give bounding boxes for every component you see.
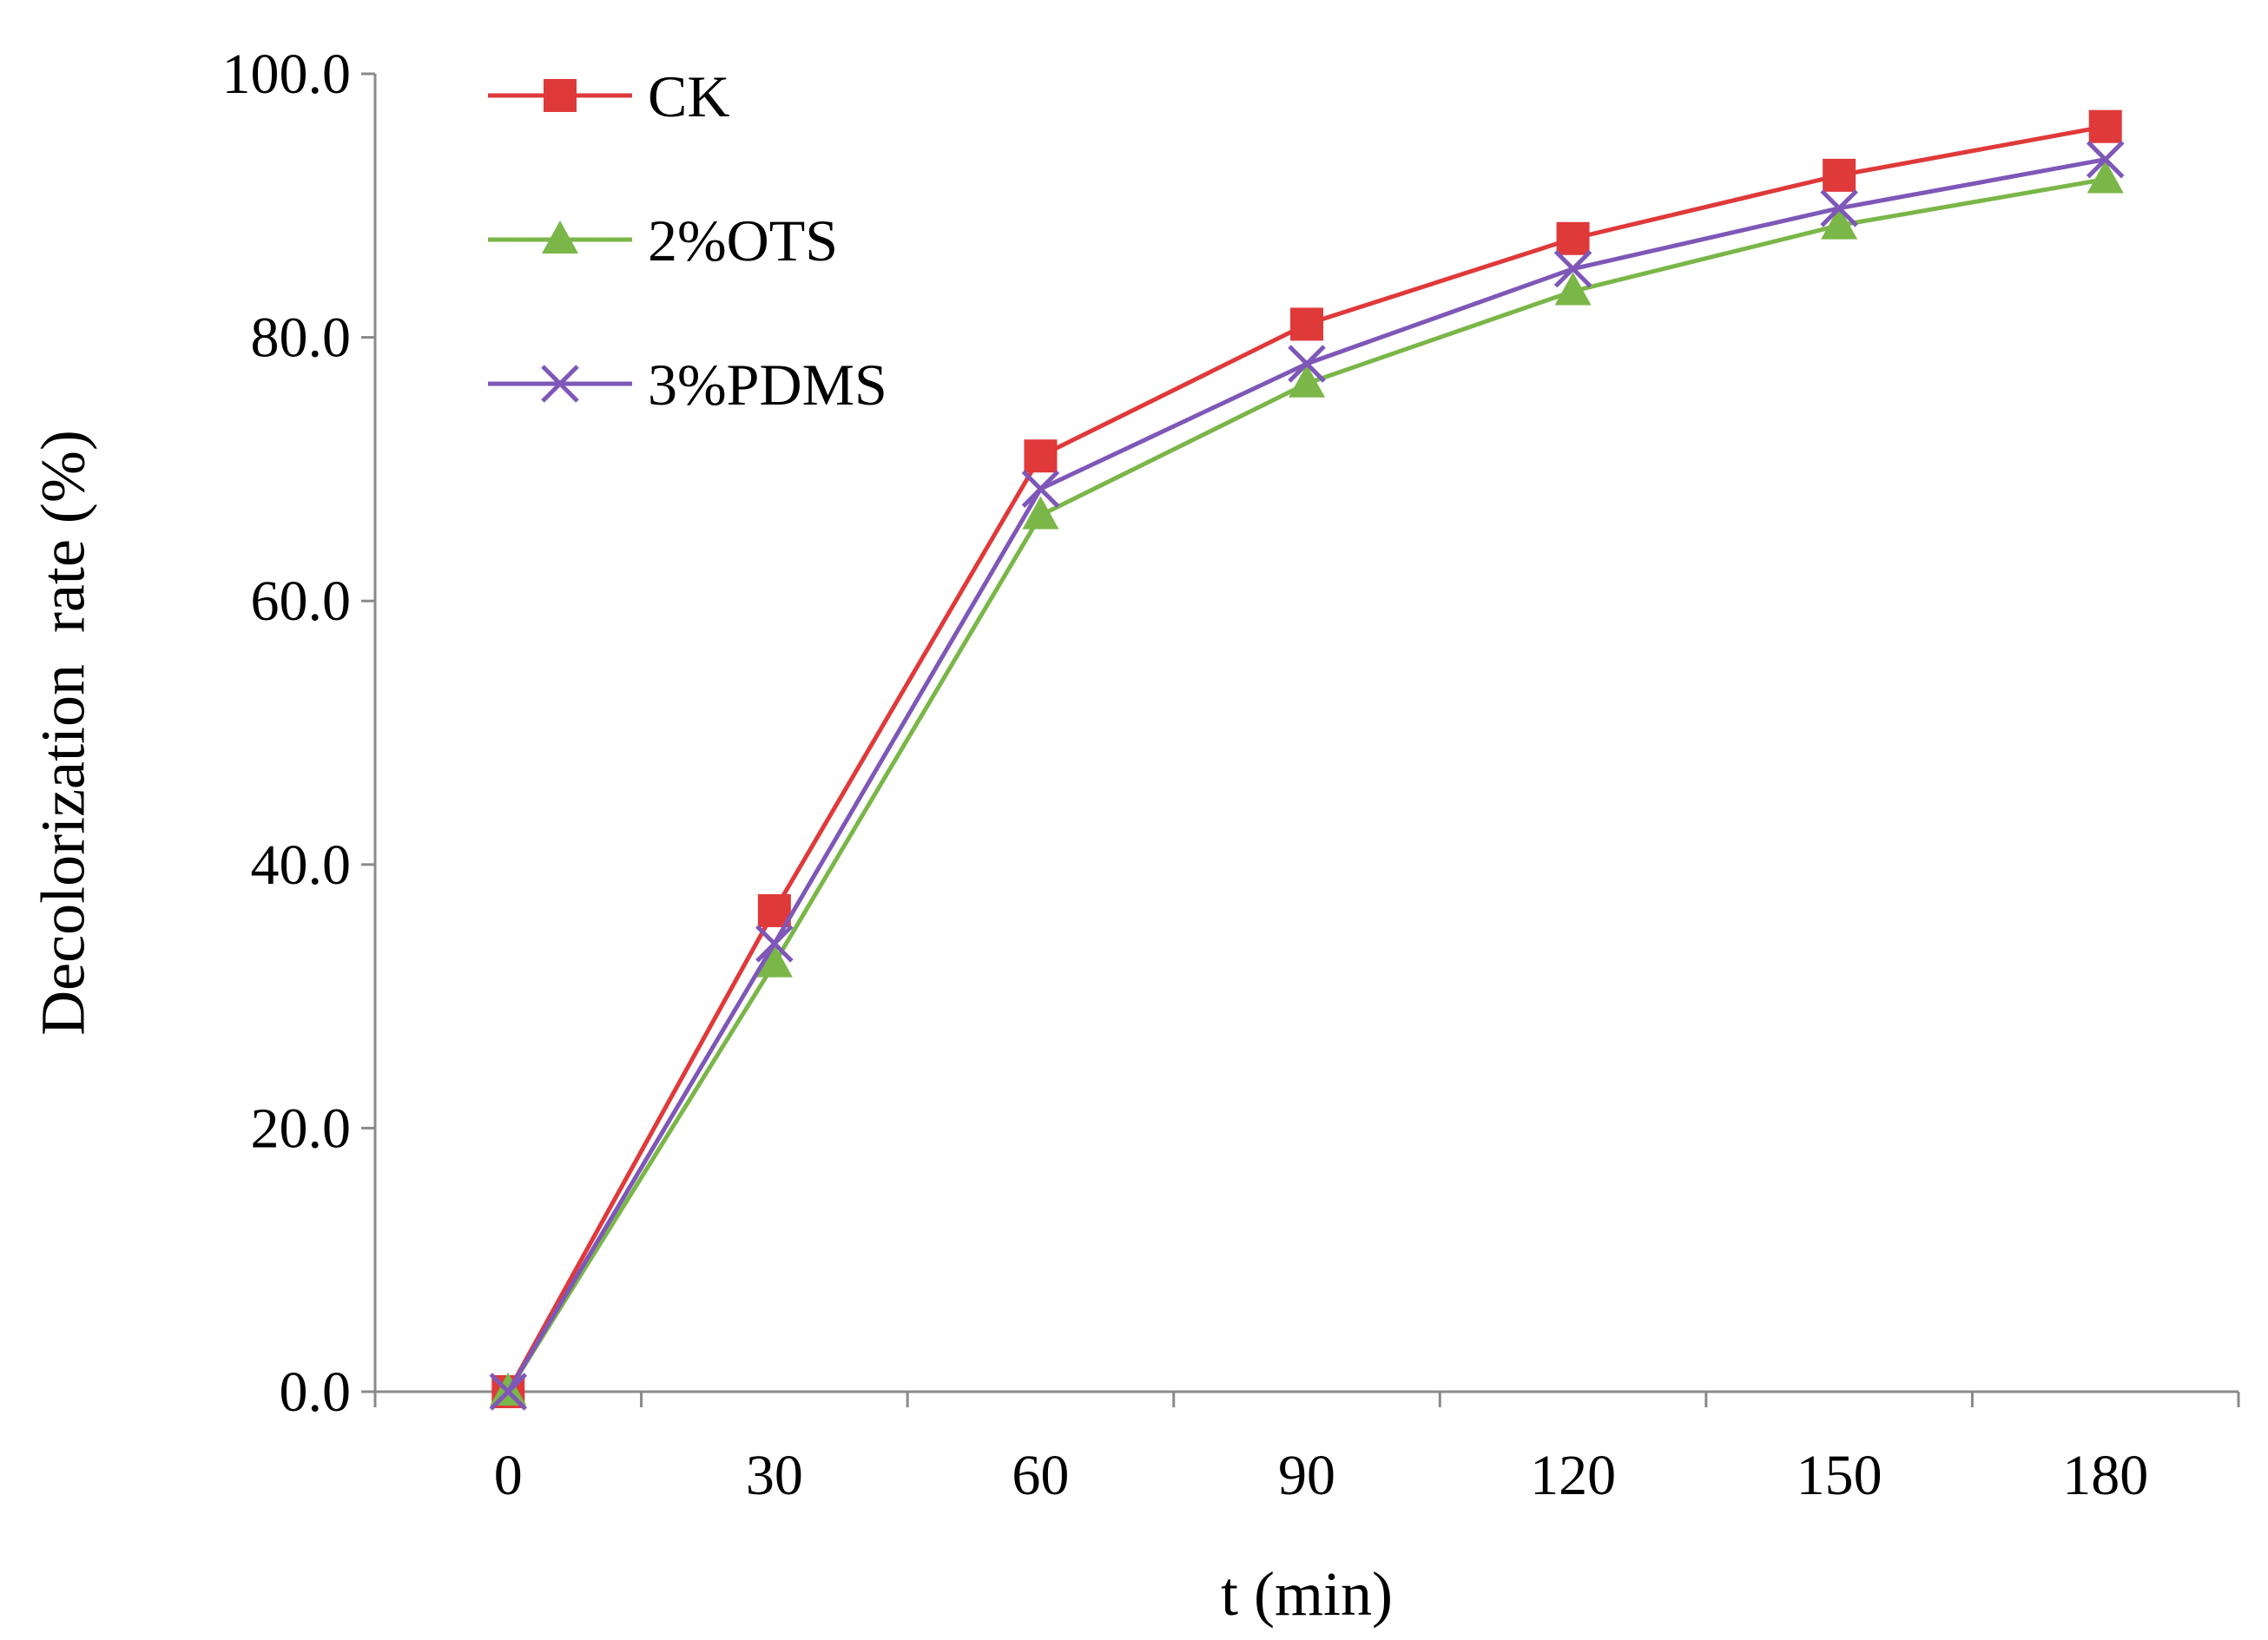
legend-marker [544, 79, 577, 112]
data-point [755, 925, 794, 963]
y-tick-label: 0.0 [280, 1360, 352, 1424]
legend-item: 2%OTS [488, 207, 838, 273]
axes: 0.0 20.0 40.0 60.0 80.0 100.0 0 30 60 90 120 150 18… [222, 43, 2240, 1507]
series-CK [491, 109, 2122, 1408]
data-point [1821, 206, 1858, 240]
data-point [2088, 109, 2122, 143]
data-point [1022, 496, 1059, 530]
x-axis-title: t (min) [1221, 1559, 1393, 1629]
data-point [1289, 364, 1325, 398]
data-point [2087, 160, 2124, 194]
data-point-stroke [1553, 249, 1592, 288]
data-point-stroke [1288, 345, 1326, 383]
data-point [755, 944, 793, 978]
x-tick-label: 150 [1797, 1444, 1882, 1507]
data-point [1290, 307, 1323, 341]
legend-label: 3%PDMS [648, 352, 887, 418]
data-point [1288, 345, 1326, 383]
x-tick-label: 90 [1278, 1444, 1335, 1507]
data-point-stroke [1820, 189, 1858, 227]
y-tick-label: 20.0 [251, 1097, 352, 1160]
legend-marker-stroke [541, 365, 579, 403]
y-tick-label: 40.0 [251, 833, 352, 897]
series-group [489, 109, 2125, 1411]
y-ticks: 0.0 20.0 40.0 60.0 80.0 100.0 [222, 43, 375, 1424]
series-2%OTS [490, 160, 2124, 1406]
x-ticks: 0 30 60 90 120 150 180 [373, 1392, 2240, 1507]
data-point [1024, 439, 1058, 473]
legend-marker [542, 221, 578, 254]
y-axis-title: Decolorization rate (%) [29, 430, 98, 1036]
legend-marker [541, 365, 579, 403]
data-point [1823, 158, 1856, 192]
x-tick-label: 30 [746, 1444, 803, 1507]
series-line [506, 157, 2106, 1393]
data-point-stroke [755, 925, 794, 963]
data-point [489, 1373, 528, 1411]
legend: CK 2%OTS 3%PDMS [488, 63, 887, 418]
legend-item: 3%PDMS [488, 352, 887, 418]
x-tick-label: 60 [1012, 1444, 1069, 1507]
data-point [1021, 470, 1060, 508]
y-tick-label: 100.0 [222, 43, 352, 106]
y-tick-label: 60.0 [251, 570, 352, 633]
data-point-stroke [2086, 140, 2125, 179]
data-point [1556, 221, 1590, 255]
data-point [1820, 189, 1858, 227]
x-tick-label: 0 [494, 1444, 523, 1507]
data-point [1554, 272, 1592, 306]
legend-label: CK [648, 63, 729, 129]
y-tick-label: 80.0 [251, 306, 352, 370]
x-tick-label: 180 [2062, 1444, 2148, 1507]
x-tick-label: 120 [1530, 1444, 1616, 1507]
legend-label: 2%OTS [648, 207, 838, 273]
legend-item: CK [488, 63, 729, 129]
data-point [2086, 140, 2125, 179]
series-3%PDMS [489, 140, 2125, 1411]
data-point-stroke [489, 1373, 528, 1411]
data-point [1553, 249, 1592, 288]
data-point-stroke [1021, 470, 1060, 508]
